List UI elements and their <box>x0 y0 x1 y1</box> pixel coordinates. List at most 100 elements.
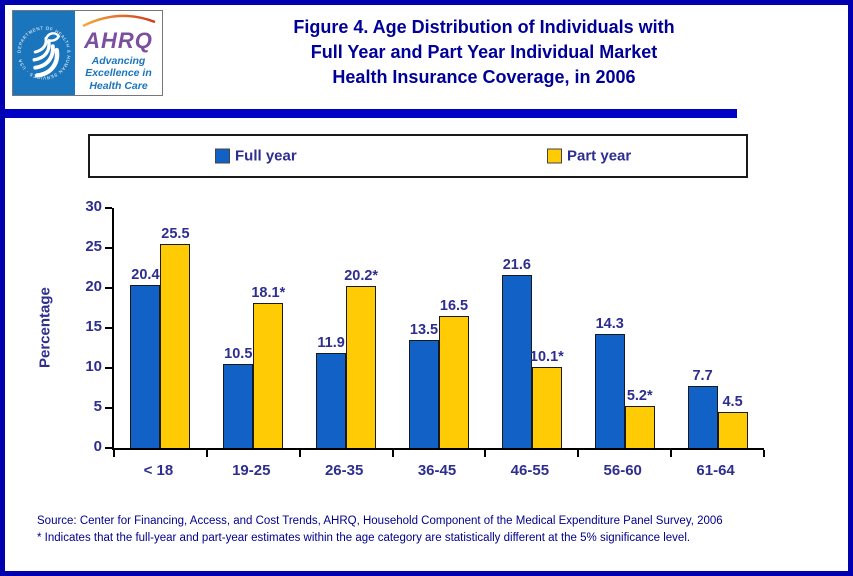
x-axis-label: 46-55 <box>510 462 550 479</box>
bar-value-label: 5.2* <box>626 388 653 405</box>
source-note: Source: Center for Financing, Access, an… <box>37 515 723 527</box>
full-year-bar <box>501 275 532 448</box>
part-year-cell: 18.1* <box>251 208 286 448</box>
full-year-cell: 7.7 <box>687 208 718 448</box>
chart-legend: Full year Part year <box>88 134 748 178</box>
x-axis-label: 19-25 <box>232 462 271 479</box>
bar-value-label: 11.9 <box>317 334 345 351</box>
x-tick-mark <box>670 450 673 457</box>
hhs-seal-icon: DEPARTMENT OF HEALTH & HUMAN SERVICES · … <box>13 11 75 95</box>
bar-group-3: 11.9 20.2* <box>300 208 393 448</box>
part-year-cell: 10.1* <box>529 208 564 448</box>
legend-item-part-year: Part year <box>547 148 631 165</box>
y-tick-mark <box>105 407 112 410</box>
part-year-bar <box>160 244 191 448</box>
bar-value-label: 25.5 <box>161 226 190 242</box>
y-tick-mark <box>105 327 112 329</box>
ahrq-swoosh-icon <box>81 14 155 28</box>
bar-group-7: 7.7 4.5 <box>671 208 764 448</box>
bar-group-4: 13.5 16.5 <box>393 208 486 448</box>
ahrq-tagline-line3: Health Care <box>89 79 148 92</box>
x-tick-mark <box>298 450 301 457</box>
ahrq-logo: AHRQ Advancing Excellence in Health Care <box>75 11 162 95</box>
header-divider-bar <box>5 109 737 118</box>
full-year-bar <box>687 386 718 448</box>
bar-value-label: 10.5 <box>224 346 253 362</box>
part-year-cell: 25.5 <box>160 208 191 448</box>
y-tick-label: 15 <box>85 318 102 335</box>
y-tick-label: 20 <box>85 278 102 296</box>
part-year-cell: 20.2* <box>344 208 379 448</box>
y-tick-label: 10 <box>85 358 102 376</box>
part-year-bar <box>253 303 284 448</box>
y-tick-mark <box>105 447 112 449</box>
y-tick-label: 30 <box>85 198 102 215</box>
part-year-bar <box>531 367 562 448</box>
plot-area: 20.4 25.5 10.5 18.1* 11.9 20.2* 13.5 16.5 21.6 10… <box>85 199 765 457</box>
full-year-bar <box>130 284 161 448</box>
x-tick-mark <box>113 450 115 457</box>
bar-value-label: 16.5 <box>439 298 469 314</box>
y-tick-label: 0 <box>93 438 102 455</box>
full-year-cell: 10.5 <box>223 208 254 448</box>
legend-label-part-year: Part year <box>567 147 632 165</box>
bar-value-label: 7.7 <box>692 368 713 385</box>
hhs-ahrq-logo: DEPARTMENT OF HEALTH & HUMAN SERVICES · … <box>12 10 163 96</box>
bar-group-1: 20.4 25.5 <box>114 208 207 448</box>
bar-value-label: 4.5 <box>722 394 743 410</box>
ahrq-tagline-line1: Advancing <box>91 55 146 67</box>
y-tick-label: 5 <box>93 398 102 416</box>
full-year-cell: 21.6 <box>501 208 532 448</box>
x-axis-label: 36-45 <box>417 462 457 479</box>
ahrq-tagline-line2: Excellence in <box>85 67 152 80</box>
x-axis-label: 26-35 <box>324 462 364 479</box>
y-tick-label: 25 <box>85 238 102 255</box>
x-axis-labels: < 18 19-25 26-35 36-45 46-55 56-60 61-64 <box>112 462 762 479</box>
bar-group-5: 21.6 10.1* <box>485 208 578 448</box>
y-tick-mark <box>105 247 112 249</box>
full-year-bar <box>594 333 625 448</box>
bar-value-label: 13.5 <box>409 322 439 338</box>
part-year-swatch-icon <box>547 148 562 164</box>
legend-label-full-year: Full year <box>235 147 297 165</box>
bar-value-label: 21.6 <box>502 257 531 274</box>
y-axis-title: Percentage <box>36 287 54 369</box>
full-year-bar <box>316 352 347 448</box>
x-axis-label: < 18 <box>143 462 174 479</box>
ahrq-tagline: Advancing Excellence in Health Care <box>75 55 162 92</box>
part-year-cell: 4.5 <box>717 208 748 448</box>
full-year-swatch-icon <box>215 148 230 164</box>
x-axis-label: 61-64 <box>696 462 735 479</box>
bar-value-label: 20.2* <box>344 268 379 285</box>
part-year-bar <box>624 406 655 448</box>
x-tick-mark <box>577 450 580 457</box>
full-year-cell: 20.4 <box>130 208 161 448</box>
bar-value-label: 10.1* <box>529 349 564 366</box>
part-year-bar <box>439 316 469 448</box>
part-year-bar <box>717 412 748 448</box>
figure-title-line1: Figure 4. Age Distribution of Individual… <box>293 17 675 37</box>
y-tick-mark <box>105 367 112 370</box>
full-year-cell: 13.5 <box>409 208 439 448</box>
bar-group-6: 14.3 5.2* <box>578 208 671 448</box>
figure-notes: Source: Center for Financing, Access, an… <box>37 513 840 548</box>
full-year-bar <box>223 364 254 448</box>
full-year-cell: 11.9 <box>316 208 347 448</box>
figure-title-line2: Full Year and Part Year Individual Marke… <box>310 41 658 62</box>
x-tick-mark <box>205 450 208 457</box>
x-axis-label: 56-60 <box>603 462 642 479</box>
ahrq-acronym: AHRQ <box>84 28 153 53</box>
legend-item-full-year: Full year <box>215 148 297 165</box>
hhs-eagle-icon <box>32 32 61 78</box>
bar-value-label: 18.1* <box>251 285 286 302</box>
figure-title: Figure 4. Age Distribution of Individual… <box>165 15 803 89</box>
significance-note: * Indicates that the full-year and part-… <box>37 532 691 545</box>
bar-group-2: 10.5 18.1* <box>207 208 300 448</box>
bar-value-label: 14.3 <box>595 315 624 332</box>
x-tick-mark <box>391 450 394 457</box>
part-year-cell: 16.5 <box>439 208 469 448</box>
full-year-cell: 14.3 <box>594 208 625 448</box>
part-year-bar <box>346 286 377 448</box>
full-year-bar <box>409 340 439 448</box>
